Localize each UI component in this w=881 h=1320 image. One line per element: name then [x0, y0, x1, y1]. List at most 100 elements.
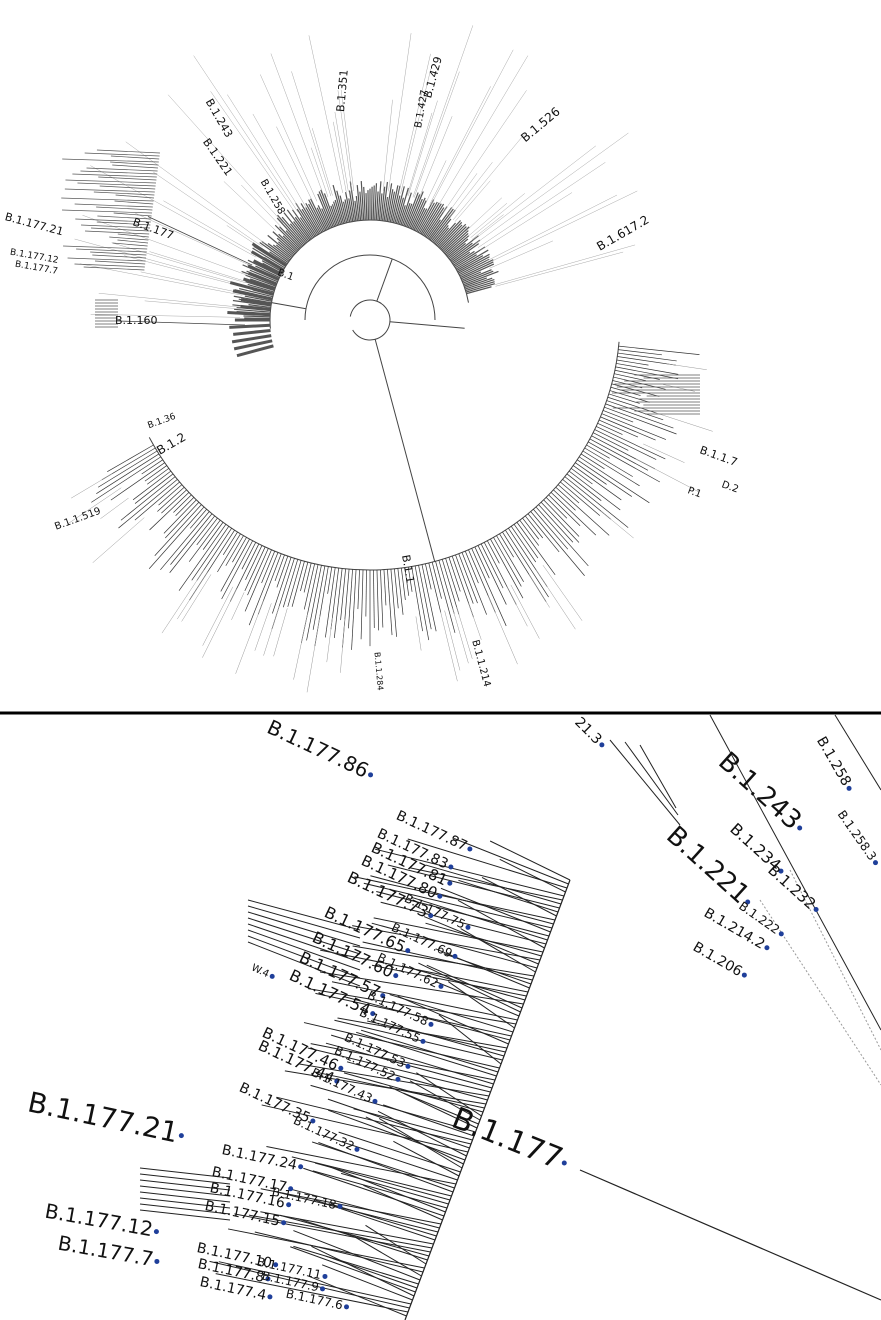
branch [233, 295, 272, 304]
branch [463, 270, 499, 286]
branch [388, 191, 396, 222]
branch [247, 899, 361, 931]
branch [465, 281, 495, 292]
branch [643, 443, 685, 463]
branch [510, 584, 540, 639]
branch [404, 192, 419, 227]
branch [93, 191, 155, 196]
branch [71, 473, 113, 499]
branch [374, 339, 436, 562]
branch [74, 263, 145, 268]
branch [249, 278, 276, 289]
branch [374, 848, 565, 897]
branch [471, 548, 507, 627]
branch [247, 271, 278, 286]
branch [604, 406, 677, 435]
branch [447, 242, 466, 258]
branch [344, 199, 351, 223]
branch [270, 53, 325, 199]
branch [140, 271, 243, 294]
branch [588, 441, 661, 483]
branch [513, 524, 539, 559]
branch [247, 929, 361, 971]
branch [252, 113, 306, 208]
branch [177, 572, 208, 620]
branch [400, 567, 406, 600]
branch [425, 864, 562, 905]
node-dot [154, 1258, 160, 1264]
branch [615, 366, 679, 380]
branch [412, 25, 474, 198]
node-label: B.1.177.21 [3, 210, 64, 238]
branch [386, 189, 394, 222]
branch [317, 205, 330, 230]
branch [236, 344, 274, 358]
branch [550, 492, 597, 536]
branch [601, 413, 667, 440]
branch [474, 546, 490, 579]
branch [666, 363, 707, 370]
branch [362, 941, 533, 981]
branch [98, 292, 241, 308]
branch [311, 1245, 415, 1297]
branch [325, 1255, 418, 1289]
branch [435, 948, 530, 989]
branch [394, 568, 399, 609]
branch [97, 215, 152, 220]
branch [455, 249, 489, 270]
branch [365, 569, 367, 617]
branch [582, 450, 640, 487]
branch [303, 1022, 500, 1069]
branch [62, 158, 159, 163]
branch [85, 230, 150, 235]
branch [115, 194, 155, 199]
branch [340, 568, 346, 621]
branch [431, 562, 442, 599]
branch [373, 569, 375, 629]
branch [75, 218, 151, 223]
branch [254, 1231, 424, 1273]
node-label: B.1.617.2 [594, 213, 651, 254]
branch [600, 416, 656, 441]
branch [477, 545, 507, 605]
node-dot [745, 899, 751, 905]
branch [420, 202, 440, 235]
branch [427, 219, 441, 239]
branch [261, 551, 276, 584]
branch [279, 1214, 430, 1257]
node-dot [322, 1273, 328, 1279]
branch [610, 386, 641, 396]
branch [448, 557, 461, 592]
branch [452, 133, 525, 221]
branch [293, 1245, 419, 1285]
branch [167, 94, 284, 224]
branch [438, 1014, 502, 1065]
branch [276, 555, 289, 588]
branch [516, 522, 556, 576]
node-label: B.1.1.519 [53, 506, 102, 533]
branch [495, 251, 624, 287]
node-dot [265, 1276, 271, 1282]
node-label: B.1.243 [203, 97, 236, 140]
branch [135, 212, 252, 267]
branch [489, 240, 554, 269]
branch [557, 484, 580, 504]
branch [62, 209, 153, 214]
branch [401, 203, 411, 226]
branch [413, 71, 460, 198]
branch [99, 185, 156, 190]
branch [120, 476, 176, 521]
node-dot [370, 1011, 376, 1017]
branch [398, 205, 406, 225]
branch [281, 216, 306, 245]
branch [506, 586, 528, 627]
node-dot [338, 1065, 344, 1071]
branch [333, 568, 343, 638]
branch [92, 517, 145, 563]
node-dot [797, 825, 803, 831]
branch [373, 917, 544, 953]
branch [662, 384, 695, 392]
branch [134, 481, 180, 521]
branch [434, 227, 450, 245]
node-label: B.1.232 [764, 861, 819, 913]
